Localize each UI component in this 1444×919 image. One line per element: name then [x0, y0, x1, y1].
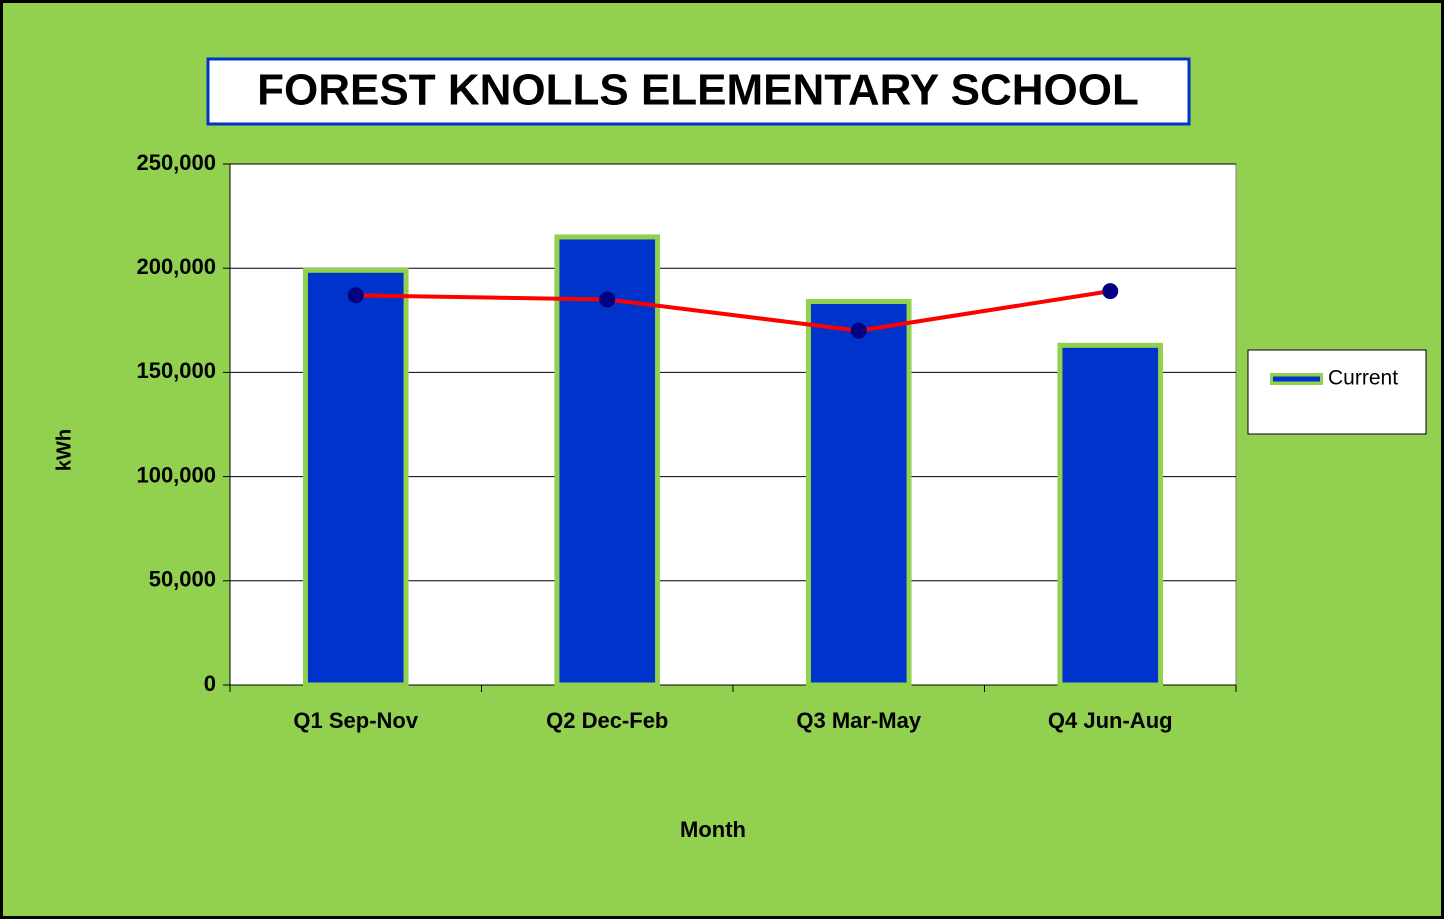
bar: [554, 234, 661, 688]
y-tick-label: 50,000: [149, 567, 216, 592]
line-marker: [347, 287, 364, 304]
line-marker: [850, 322, 867, 339]
x-tick-label: Q1 Sep-Nov: [293, 708, 418, 733]
legend-box: [1247, 349, 1427, 435]
y-tick-label: 250,000: [136, 150, 216, 175]
legend-label: Current: [1328, 367, 1398, 390]
line: [355, 289, 1111, 333]
x-tick-label: Q3 Mar-May: [796, 708, 921, 733]
y-tick-label: 150,000: [136, 358, 216, 383]
x-tick-label: Q2 Dec-Feb: [546, 708, 668, 733]
y-tick-label: 100,000: [136, 462, 216, 487]
y-tick-label: 200,000: [136, 254, 216, 279]
x-axis-label: Month: [680, 817, 746, 842]
line-marker: [1102, 283, 1119, 300]
x-tick-label: Q4 Jun-Aug: [1048, 708, 1173, 733]
y-tick-label: 0: [204, 671, 216, 696]
line-marker: [599, 291, 616, 308]
bar: [1057, 342, 1164, 688]
title-box: [206, 57, 1191, 126]
bar: [805, 299, 912, 688]
bar: [302, 267, 409, 688]
y-axis-label: kWh: [53, 429, 75, 471]
chart-title: FOREST KNOLLS ELEMENTARY SCHOOL: [257, 66, 1139, 115]
